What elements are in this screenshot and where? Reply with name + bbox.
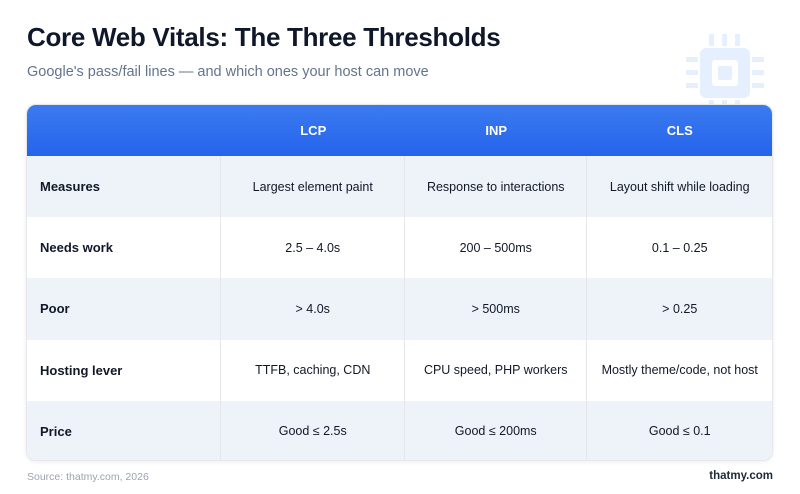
table-cell: Response to interactions xyxy=(405,156,588,218)
cpu-chip-icon xyxy=(686,34,764,112)
header-cell-cls: CLS xyxy=(666,123,693,138)
table-row: Price Good ≤ 2.5s Good ≤ 200ms Good ≤ 0.… xyxy=(27,400,772,460)
page-subtitle: Google's pass/fail lines — and which one… xyxy=(27,64,429,80)
table-body: Measures Largest element paint Response … xyxy=(27,156,772,460)
table-cell: CPU speed, PHP workers xyxy=(405,339,588,401)
table-cell: > 500ms xyxy=(405,278,588,340)
table-cell: Good ≤ 200ms xyxy=(405,400,588,460)
row-label: Measures xyxy=(27,156,222,218)
header-cell-inp: INP xyxy=(485,123,508,138)
thresholds-table: LCP INP CLS Measures Largest element pai… xyxy=(26,104,773,461)
table-cell: Mostly theme/code, not host xyxy=(601,363,758,378)
table-cell: > 0.25 xyxy=(662,301,698,316)
table-cell: 2.5 – 4.0s xyxy=(221,217,405,279)
row-label: Price xyxy=(27,400,222,460)
page-title: Core Web Vitals: The Three Thresholds xyxy=(27,22,501,52)
row-label: Hosting lever xyxy=(27,339,222,401)
table-cell: 0.1 – 0.25 xyxy=(651,240,708,255)
table-header-row: LCP INP CLS xyxy=(27,105,772,156)
table-cell: TTFB, caching, CDN xyxy=(221,339,405,401)
table-cell: 200 – 500ms xyxy=(405,217,588,279)
table-row: Hosting lever TTFB, caching, CDN CPU spe… xyxy=(27,339,772,401)
row-label: Poor xyxy=(27,278,222,340)
table-row: Poor > 4.0s > 500ms > 0.25 xyxy=(27,278,772,340)
header-cell-blank xyxy=(27,105,221,156)
table-cell: > 4.0s xyxy=(221,278,405,340)
brand-label: thatmy.com xyxy=(709,470,773,482)
table-row: Needs work 2.5 – 4.0s 200 – 500ms 0.1 – … xyxy=(27,217,772,279)
table-cell: Layout shift while loading xyxy=(609,179,750,194)
table-cell: Largest element paint xyxy=(221,156,405,218)
table-cell: Good ≤ 0.1 xyxy=(648,424,711,439)
table-cell: Good ≤ 2.5s xyxy=(221,400,405,460)
table-row: Measures Largest element paint Response … xyxy=(27,156,772,218)
header-cell-lcp: LCP xyxy=(300,123,327,138)
source-note: Source: thatmy.com, 2026 xyxy=(27,471,149,483)
row-label: Needs work xyxy=(27,217,222,279)
